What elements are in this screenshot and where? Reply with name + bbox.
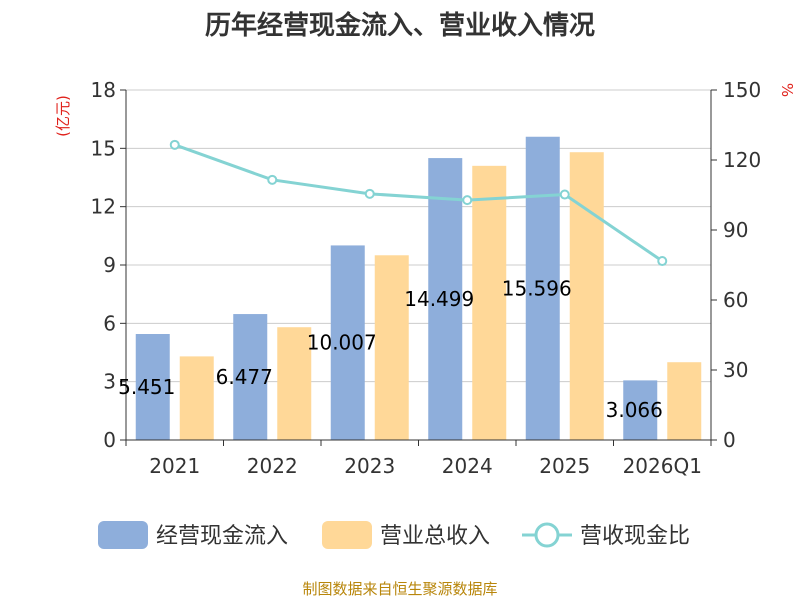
x-tick-label: 2024 <box>442 454 493 478</box>
legend-swatch <box>98 521 148 549</box>
right-tick-label: 0 <box>723 428 736 452</box>
left-axis-unit: (亿元) <box>54 95 72 137</box>
x-tick-label: 2021 <box>149 454 200 478</box>
left-tick-label: 12 <box>91 195 116 219</box>
bar-经营现金流入 <box>330 245 365 440</box>
right-tick-label: 30 <box>723 358 748 382</box>
line-point <box>559 189 570 200</box>
bar-经营现金流入 <box>525 136 560 440</box>
bar-经营现金流入 <box>135 334 170 440</box>
data-labels: 5.451 6.477 10.007 14.499 15.596 3.066 <box>118 276 663 422</box>
line-point <box>169 139 180 150</box>
x-tick-label: 2022 <box>247 454 298 478</box>
left-tick-label: 9 <box>103 253 116 277</box>
line-营收现金比 <box>174 143 664 263</box>
line-point <box>267 174 278 185</box>
bars <box>135 136 702 441</box>
bar-经营现金流入 <box>623 380 658 440</box>
left-tick-label: 18 <box>91 78 116 102</box>
source-note: 制图数据来自恒生聚源数据库 <box>302 580 497 598</box>
bar-营业总收入 <box>374 255 409 440</box>
chart-title: 历年经营现金流入、营业收入情况 <box>205 10 595 41</box>
bar-营业总收入 <box>179 356 214 440</box>
right-axis-unit: % <box>778 83 796 97</box>
bar-营业总收入 <box>277 327 312 440</box>
legend-label: 经营现金流入 <box>156 524 288 549</box>
bar-value-label: 15.596 <box>502 276 572 300</box>
line-point <box>657 256 668 267</box>
gridlines <box>126 89 711 383</box>
x-tick-label: 2023 <box>344 454 395 478</box>
right-tick-label: 60 <box>723 288 748 312</box>
bar-经营现金流入 <box>428 158 463 440</box>
bar-经营现金流入 <box>233 314 268 440</box>
bar-营业总收入 <box>472 165 507 441</box>
right-tick-label: 150 <box>723 78 761 102</box>
legend-label: 营业总收入 <box>380 524 490 549</box>
legend-label: 营收现金比 <box>580 524 690 549</box>
x-tick-label: 2025 <box>539 454 590 478</box>
legend-marker <box>534 522 560 548</box>
line-point <box>364 188 375 199</box>
legend: 经营现金流入 营业总收入 营收现金比 <box>98 521 690 549</box>
left-tick-label: 3 <box>103 370 116 394</box>
left-tick-label: 6 <box>103 311 116 335</box>
bar-value-label: 14.499 <box>404 287 474 311</box>
line-point <box>462 195 473 206</box>
left-tick-label: 0 <box>103 428 116 452</box>
left-tick-label: 15 <box>91 136 116 160</box>
ratio-line <box>169 139 668 267</box>
x-tick-label: 2026Q1 <box>623 454 702 478</box>
bar-value-label: 10.007 <box>307 331 377 355</box>
right-tick-label: 120 <box>723 148 761 172</box>
legend-swatch <box>322 521 372 549</box>
bar-value-label: 5.451 <box>118 375 175 399</box>
axes: 0 3 6 9 12 15 18 0 30 60 90 120 150 2021 2022 2023 2024 2… <box>91 78 762 478</box>
bar-营业总收入 <box>569 152 604 440</box>
bar-营业总收入 <box>667 362 702 440</box>
bar-value-label: 3.066 <box>606 398 663 422</box>
right-tick-label: 90 <box>723 218 748 242</box>
bar-value-label: 6.477 <box>216 365 273 389</box>
